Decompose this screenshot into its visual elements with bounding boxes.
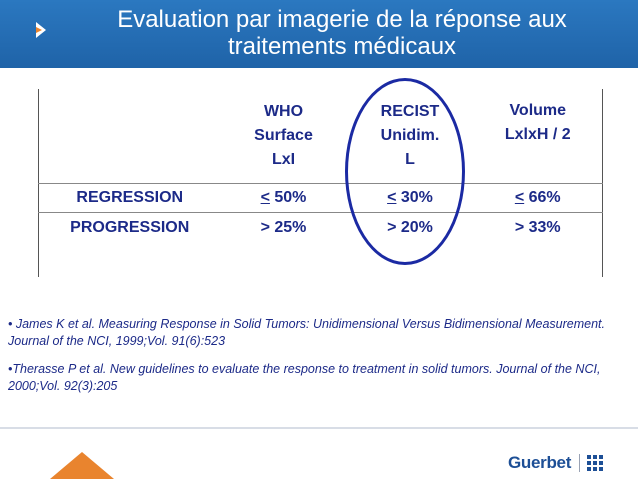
table-cell: > 25% <box>221 213 347 244</box>
reference-item: •Therasse P et al. New guidelines to eva… <box>8 362 601 393</box>
header-who: WHO Surface LxI <box>220 89 347 184</box>
references: • James K et al. Measuring Response in S… <box>8 316 632 406</box>
reference-item: • James K et al. Measuring Response in S… <box>8 317 606 348</box>
orange-triangle-icon <box>50 452 114 479</box>
operator: > <box>514 219 525 236</box>
table-spacer-row <box>39 243 603 277</box>
header-volume: Volume LxlxH / 2 <box>473 89 603 184</box>
row-label-progression: PROGRESSION <box>70 219 190 236</box>
brand-name: Guerbet <box>508 453 572 472</box>
title-line-1: Evaluation par imagerie de la réponse au… <box>117 6 567 33</box>
cell-value: 50% <box>269 189 307 206</box>
grid-logo-icon <box>587 455 604 471</box>
operator: < <box>514 189 525 206</box>
cell-value: 25% <box>269 219 307 236</box>
guerbet-logo: Guerbet <box>508 452 604 474</box>
operator: > <box>260 219 270 236</box>
header-empty-cell <box>38 89 221 184</box>
table-cell: > 33% <box>474 213 603 244</box>
logo-separator <box>579 454 581 472</box>
table-row: REGRESSION < 50% < 30% < 66% <box>38 183 603 213</box>
cell-value: 66% <box>524 189 561 206</box>
row-label-regression: REGRESSION <box>38 183 221 213</box>
operator: < <box>260 189 270 206</box>
title-bar: Evaluation par imagerie de la réponse au… <box>0 0 638 68</box>
recist-highlight-ellipse <box>345 78 465 265</box>
header-line: Surface <box>254 127 313 144</box>
chevron-arrow-icon <box>36 22 46 38</box>
table-row: PROGRESSION > 25% > 20% > 33% <box>39 213 603 244</box>
response-criteria-table: WHO Surface LxI RECIST Unidim. L Volume … <box>38 89 603 277</box>
title-line-2: traitements médicaux <box>227 33 457 60</box>
header-line: LxI <box>271 151 296 168</box>
header-line: WHO <box>263 103 304 120</box>
table-cell: < 66% <box>473 183 603 213</box>
page-title: Evaluation par imagerie de la réponse au… <box>52 6 632 60</box>
table-header-row: WHO Surface LxI RECIST Unidim. L Volume … <box>38 89 603 184</box>
cell-value: 33% <box>524 219 561 236</box>
footer-divider <box>0 427 638 429</box>
header-line: LxlxH / 2 <box>504 126 571 143</box>
table-cell: < 50% <box>220 183 347 213</box>
header-line: Volume <box>509 102 567 119</box>
